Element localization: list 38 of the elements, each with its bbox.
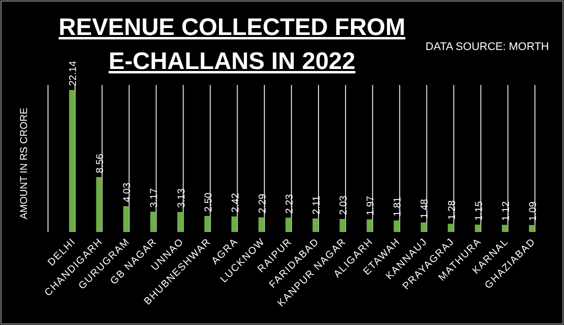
bar: [258, 217, 264, 232]
source-note: DATA SOURCE: MORTH: [426, 41, 550, 53]
bar: [502, 224, 508, 232]
bar: [204, 216, 210, 232]
bar: [286, 218, 292, 232]
data-label: 1.97: [366, 195, 377, 216]
data-label: 1.12: [500, 200, 512, 221]
data-label: 1.48: [420, 198, 431, 219]
bar: [177, 212, 184, 232]
data-label: 4.03: [122, 182, 134, 202]
data-label: 3.17: [149, 188, 160, 208]
bar: [366, 219, 373, 232]
data-label: 22.14: [68, 60, 80, 86]
bar: [231, 216, 238, 232]
bar: [150, 212, 156, 232]
data-label: 3.13: [176, 188, 188, 208]
bar: [420, 222, 427, 232]
data-label: 2.50: [203, 192, 214, 212]
data-label: 2.03: [338, 195, 350, 215]
bar: [448, 224, 454, 232]
y-axis-title: AMOUNT IN RS CRORE: [19, 107, 30, 220]
bar: [96, 177, 102, 232]
bar: [474, 224, 481, 232]
bar: [528, 225, 535, 232]
data-label: 1.28: [446, 200, 458, 220]
data-label: 2.11: [312, 195, 323, 214]
data-label: 1.81: [392, 196, 404, 216]
bar: [312, 218, 318, 232]
bar: [340, 218, 346, 232]
data-label: 8.56: [95, 153, 106, 174]
data-label: 2.23: [284, 194, 296, 214]
data-label: 2.29: [257, 193, 268, 214]
bar: [123, 206, 130, 232]
bar: [394, 220, 400, 232]
bar: [69, 90, 76, 232]
data-label: 2.42: [230, 192, 242, 212]
data-label: 1.09: [528, 201, 539, 222]
data-label: 1.15: [474, 200, 485, 221]
